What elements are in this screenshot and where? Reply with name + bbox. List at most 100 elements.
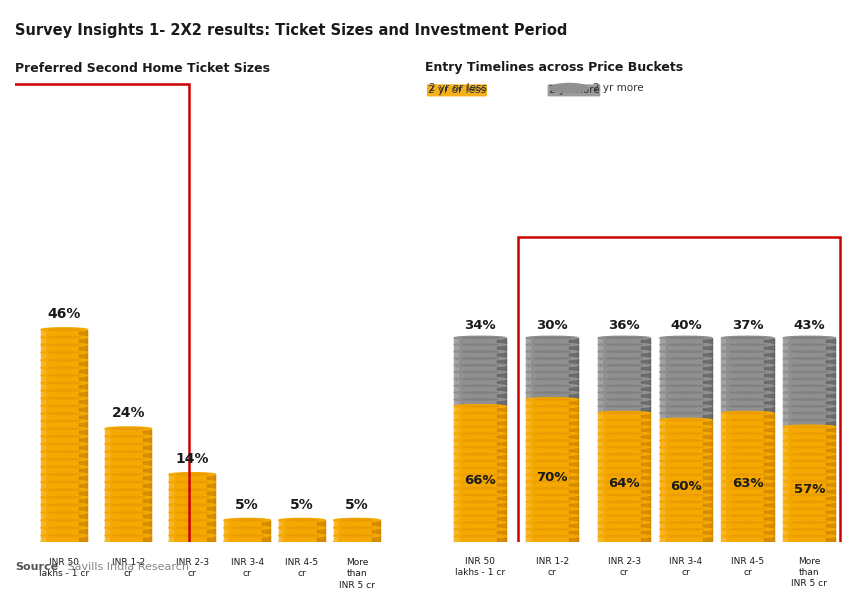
Bar [765, 474, 774, 481]
Bar [783, 345, 787, 351]
Ellipse shape [722, 384, 774, 387]
Ellipse shape [667, 453, 704, 455]
Bar [569, 379, 578, 385]
Bar [41, 383, 45, 390]
Bar [143, 520, 151, 527]
Bar [41, 520, 45, 527]
Ellipse shape [660, 439, 712, 442]
Ellipse shape [722, 507, 774, 510]
Bar [660, 509, 664, 515]
Bar [41, 337, 88, 343]
Bar [497, 345, 506, 351]
Bar [569, 365, 578, 371]
Bar [224, 520, 228, 527]
Bar [826, 434, 835, 440]
Ellipse shape [729, 364, 765, 366]
Bar [497, 482, 506, 487]
Bar [598, 529, 602, 535]
Text: INR 50
lakhs - 1 cr: INR 50 lakhs - 1 cr [40, 558, 89, 579]
Bar [703, 454, 712, 460]
Bar [169, 474, 216, 481]
Bar [783, 393, 787, 398]
Ellipse shape [660, 507, 712, 510]
Bar [765, 434, 774, 440]
Bar [660, 461, 664, 467]
Ellipse shape [606, 412, 643, 414]
Bar [454, 482, 458, 487]
Ellipse shape [533, 535, 570, 537]
Bar [105, 535, 151, 542]
Bar [497, 488, 506, 494]
Text: 66%: 66% [464, 474, 496, 487]
Bar [454, 420, 506, 426]
Ellipse shape [454, 473, 506, 476]
Ellipse shape [783, 378, 835, 381]
Ellipse shape [526, 473, 578, 476]
Ellipse shape [783, 521, 835, 524]
Ellipse shape [667, 412, 704, 414]
Bar [224, 528, 228, 534]
Bar [826, 495, 835, 501]
Bar [703, 502, 712, 508]
Bar [783, 488, 835, 494]
Bar [703, 536, 712, 542]
Bar [169, 482, 216, 488]
Bar [317, 535, 326, 542]
Bar [79, 482, 88, 488]
Ellipse shape [667, 378, 704, 380]
Bar [526, 495, 530, 501]
Bar [454, 434, 458, 440]
Ellipse shape [791, 378, 827, 380]
Ellipse shape [533, 406, 570, 407]
Bar [497, 420, 506, 426]
Bar [660, 529, 664, 535]
Bar [41, 329, 45, 336]
Bar [526, 413, 578, 419]
Ellipse shape [454, 466, 506, 470]
Ellipse shape [598, 412, 650, 415]
Ellipse shape [533, 515, 570, 516]
Bar [703, 393, 712, 398]
Ellipse shape [598, 452, 650, 456]
Ellipse shape [606, 419, 643, 421]
Ellipse shape [791, 446, 827, 448]
Ellipse shape [660, 452, 712, 456]
Bar [722, 523, 774, 529]
Bar [783, 536, 835, 542]
Ellipse shape [729, 371, 765, 373]
Ellipse shape [112, 435, 144, 437]
Bar [826, 523, 835, 529]
Bar [722, 345, 725, 351]
Bar [79, 513, 88, 519]
Bar [722, 359, 774, 364]
Bar [41, 482, 45, 488]
Bar [569, 385, 578, 392]
Bar [41, 535, 88, 542]
Bar [598, 516, 602, 521]
Bar [454, 351, 506, 357]
Ellipse shape [48, 466, 81, 468]
Bar [826, 536, 835, 542]
Bar [41, 528, 45, 534]
Ellipse shape [791, 522, 827, 523]
Bar [526, 495, 578, 501]
Bar [105, 459, 108, 466]
Bar [598, 529, 650, 535]
Text: 24%: 24% [112, 406, 145, 420]
Bar [641, 359, 650, 364]
Ellipse shape [667, 440, 704, 442]
Bar [660, 447, 712, 453]
Ellipse shape [454, 350, 506, 353]
Ellipse shape [791, 508, 827, 510]
Bar [783, 488, 787, 494]
Bar [526, 385, 530, 392]
Ellipse shape [105, 526, 151, 530]
Bar [569, 516, 578, 521]
Bar [660, 482, 664, 487]
Ellipse shape [231, 527, 264, 529]
Bar [333, 535, 337, 542]
Text: 2 yr or less: 2 yr or less [429, 83, 487, 93]
Bar [224, 520, 271, 527]
Bar [526, 351, 530, 357]
Ellipse shape [462, 385, 498, 387]
